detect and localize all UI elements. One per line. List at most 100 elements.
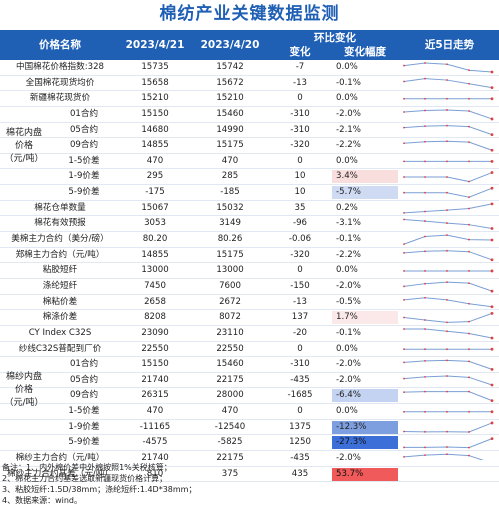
- sparkline-point: [468, 196, 470, 199]
- row-name: 全国棉花现货均价: [25, 77, 95, 88]
- sparkline-point: [468, 332, 470, 335]
- row-name: 05合约: [69, 374, 99, 385]
- row-change: -320: [290, 140, 310, 151]
- sparkline-point: [446, 430, 448, 433]
- row-change-pct: -27.3%: [332, 436, 398, 450]
- row-change-pct: -5.7%: [332, 186, 398, 200]
- table-row: 棉粘价差 2658 2672 -13 -0.5%: [0, 295, 499, 311]
- row-value-date1: 14680: [141, 124, 169, 135]
- row-value-date2: 470: [221, 406, 239, 417]
- row-value-date2: 15210: [216, 93, 244, 104]
- row-change-pct: -2.2%: [336, 140, 361, 151]
- header-trend: 近5日走势: [424, 39, 475, 51]
- sparkline-point: [424, 250, 426, 253]
- sparkline-point: [446, 298, 448, 301]
- row-name: 01合约: [69, 359, 99, 370]
- row-name: 棉纱主力合约（元/吨）: [15, 453, 105, 464]
- sparkline-point: [468, 348, 470, 351]
- sparkline-last-point: [490, 399, 494, 403]
- group-label-cotton: 棉花内盘 价格 （元/吨）: [2, 127, 46, 166]
- group-label-yarn: 棉纱内盘 价格 （元/吨）: [2, 371, 46, 410]
- table-row: 新疆棉花现货价 15210 15210 0 0.0%: [0, 91, 499, 107]
- sparkline-last-point: [490, 437, 494, 440]
- sparkline-point: [403, 455, 405, 458]
- table-row: 09合约 26315 28000 -1685 -6.4%: [0, 388, 499, 405]
- row-change: 435: [291, 468, 309, 479]
- sparkline-point: [468, 282, 470, 285]
- row-change: -310: [290, 359, 310, 370]
- sparkline-point: [446, 330, 448, 333]
- row-change-pct: -3.1%: [336, 218, 361, 229]
- table-row: 1-5价差 470 470 0 0.0%: [0, 404, 499, 420]
- row-name: 1-5价差: [68, 155, 100, 166]
- sparkline-point: [424, 296, 426, 299]
- sparkline-last-point: [490, 289, 494, 293]
- sparkline-point: [446, 191, 448, 194]
- sparkline: [403, 140, 493, 151]
- sparkline-point: [424, 390, 426, 393]
- sparkline-point: [468, 454, 470, 457]
- sparkline-last-point: [490, 171, 494, 174]
- sparkline: [404, 328, 493, 339]
- row-value-date2: 3149: [219, 218, 241, 229]
- sparkline-point: [403, 316, 405, 319]
- table-row: 1-9价差 295 285 10 3.4%: [0, 169, 499, 186]
- row-name: 1-5价差: [68, 406, 100, 417]
- row-change: 0: [297, 93, 303, 104]
- sparkline-point: [468, 360, 470, 363]
- row-value-date1: 14855: [141, 249, 169, 260]
- sparkline-point: [468, 238, 470, 241]
- sparkline-point: [424, 235, 426, 238]
- group-label-line: 价格: [14, 141, 33, 151]
- sparkline-last-point: [490, 227, 494, 230]
- sparkline-point: [403, 191, 405, 194]
- sparkline-point: [403, 328, 405, 330]
- row-change-pct: 53.7%: [332, 467, 398, 481]
- sparkline-point: [468, 270, 470, 272]
- sparkline-point: [446, 124, 448, 127]
- sparkline-last-point: [490, 160, 494, 163]
- sparkline-point: [403, 80, 405, 83]
- row-name: 中国棉花价格指数:328: [15, 62, 105, 72]
- row-change: -150: [290, 280, 310, 291]
- sparkline-point: [424, 454, 426, 457]
- sparkline: [403, 312, 493, 323]
- sparkline-point: [446, 321, 448, 324]
- sparkline-point: [468, 110, 470, 112]
- row-value-date1: 8208: [144, 312, 166, 323]
- row-change: -20: [292, 327, 308, 338]
- sparkline-point: [424, 140, 426, 143]
- row-value-date1: 21740: [141, 453, 169, 464]
- sparkline: [403, 62, 493, 73]
- sparkline-last-point: [490, 269, 494, 273]
- sparkline-last-point: [490, 238, 494, 242]
- row-change-pct: -0.1%: [336, 327, 361, 338]
- row-change-pct: -2.0%: [336, 453, 361, 464]
- row-value-date2: 80.26: [217, 234, 243, 245]
- sparkline-point: [446, 97, 448, 100]
- trend-sparklines: [403, 62, 494, 460]
- sparkline-point: [468, 141, 470, 144]
- row-name: 棉花有效预报: [34, 218, 86, 229]
- row-change: 10: [294, 171, 306, 182]
- row-change-pct: -0.5%: [336, 296, 361, 307]
- sparkline-last-point: [490, 367, 494, 371]
- row-change-pct: -2.1%: [336, 124, 361, 135]
- sparkline-last-point: [490, 186, 494, 190]
- row-change-pct: -2.0%: [336, 374, 361, 385]
- row-change: 0: [297, 155, 303, 166]
- sparkline-point: [446, 176, 448, 178]
- row-change-pct: 0.2%: [336, 202, 358, 213]
- row-value-date1: 14855: [141, 140, 169, 151]
- table-row: CY Index C32S 23090 23110 -20 -0.1%: [0, 326, 499, 342]
- sparkline: [404, 187, 493, 198]
- header-change: 变化: [289, 46, 311, 58]
- sparkline: [403, 281, 493, 292]
- group-label-line: 棉纱内盘: [5, 372, 42, 382]
- header-group: 环比变化: [314, 32, 356, 44]
- sparkline-point: [424, 446, 426, 449]
- row-value-date1: 15210: [141, 93, 169, 104]
- sparkline-point: [468, 69, 470, 72]
- row-value-date2: 13000: [216, 265, 244, 276]
- sparkline-point: [446, 79, 448, 81]
